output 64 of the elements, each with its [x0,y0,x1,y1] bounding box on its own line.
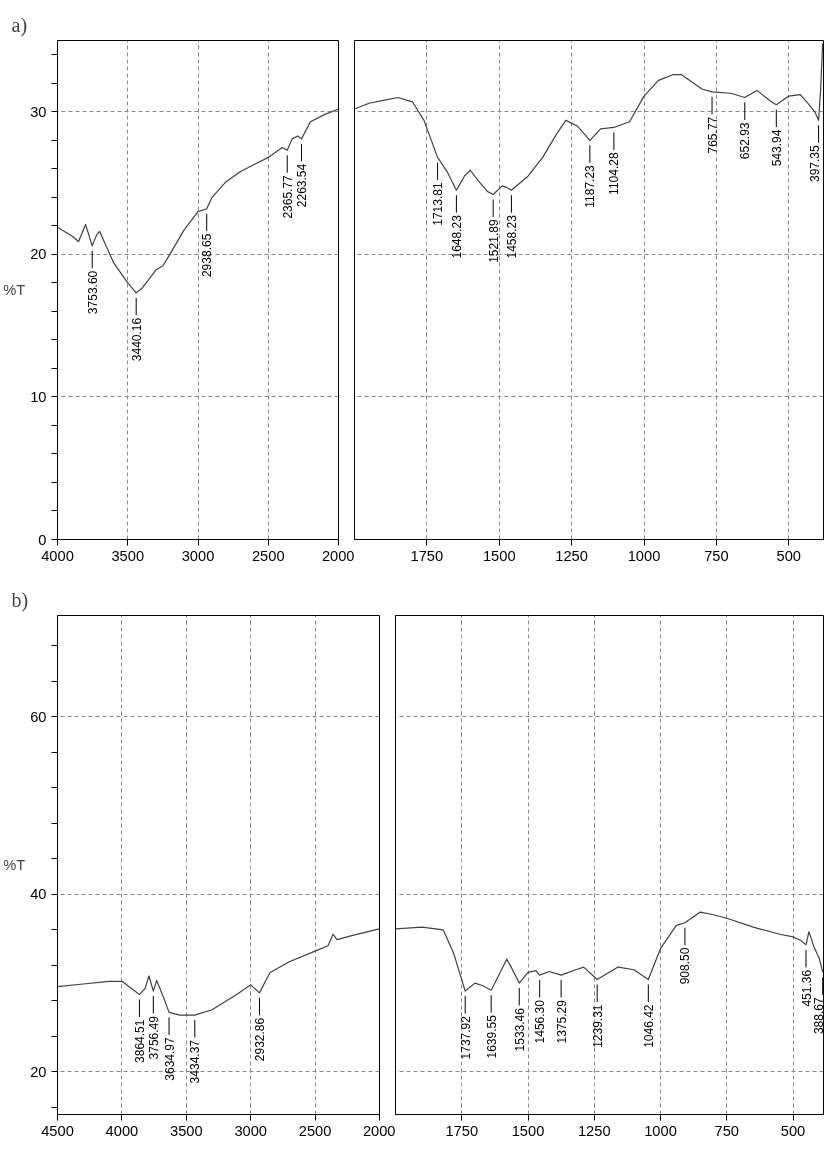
x-tick-label: 3500 [111,547,145,564]
x-tick-label: 1250 [555,547,588,564]
x-tick-label: 4000 [41,547,74,564]
x-tick-label: 3500 [170,1122,203,1139]
x-tick-label: 1500 [511,1122,545,1139]
annotation: 1648.23 [449,214,464,259]
chart-title: b) [11,588,29,612]
annotation: 3440.16 [129,317,144,362]
annotation: 1456.30 [533,999,548,1044]
annotation: 1639.55 [484,1014,499,1059]
y-tick-label: 40 [30,886,47,903]
x-tick-label: 2500 [251,547,285,564]
x-tick-label: 750 [714,1122,740,1139]
annotation: 397.35 [807,144,822,182]
annotation: 3434.37 [188,1039,203,1084]
annotation: 1737.92 [458,1015,473,1060]
annotation: 2932.86 [252,1017,267,1062]
y-tick-label: 20 [30,246,47,263]
annotation: 451.36 [799,969,814,1007]
annotation: 2365.77 [280,174,295,219]
annotation: 388.67 [811,997,826,1035]
annotation: 3753.60 [85,270,100,315]
x-tick-label: 1000 [627,547,661,564]
x-tick-label: 3000 [234,1122,268,1139]
annotation: 2263.54 [295,163,310,208]
x-tick-label: 1250 [577,1122,611,1139]
annotation: 1521.89 [486,219,501,263]
y-tick-label: 0 [38,531,47,548]
annotation: 3634.97 [162,1037,177,1081]
annotation: 1458.23 [504,214,519,259]
x-tick-label: 1500 [482,547,516,564]
annotation: 1375.29 [554,999,569,1044]
annotation: 652.93 [738,122,753,160]
x-tick-label: 1750 [445,1122,479,1139]
y-axis-title: %T [3,857,26,873]
annotation: 3864.51 [132,1019,147,1063]
x-tick-label: 1000 [644,1122,677,1139]
x-tick-label: 2500 [298,1122,332,1139]
annotation: 765.77 [705,116,720,154]
x-tick-label: 500 [776,547,801,564]
x-tick-label: 750 [704,547,729,564]
annotation: 1046.42 [641,1004,656,1048]
y-axis-title: %T [3,282,26,298]
x-tick-label: 2000 [362,1122,396,1139]
x-tick-label: 3000 [181,547,215,564]
y-tick-label: 10 [30,388,47,405]
annotation: 2938.65 [200,233,215,278]
x-tick-label: 500 [780,1122,806,1139]
annotation: 3756.49 [146,1015,161,1060]
annotation: 908.50 [678,947,693,985]
annotation: 1187.23 [583,164,598,208]
x-tick-label: 4500 [41,1122,74,1139]
x-tick-label: 1750 [410,547,444,564]
annotation: 1533.46 [512,1007,527,1052]
x-tick-label: 4000 [105,1122,139,1139]
annotation: 543.94 [769,129,784,167]
annotation: 1104.28 [607,152,622,195]
chart-title: a) [11,13,28,37]
annotation: 1239.31 [590,1004,605,1048]
y-tick-label: 30 [30,103,47,120]
x-tick-label: 2000 [321,547,355,564]
annotation: 1713.81 [431,182,446,226]
y-tick-label: 60 [30,708,47,725]
y-tick-label: 20 [30,1063,47,1080]
